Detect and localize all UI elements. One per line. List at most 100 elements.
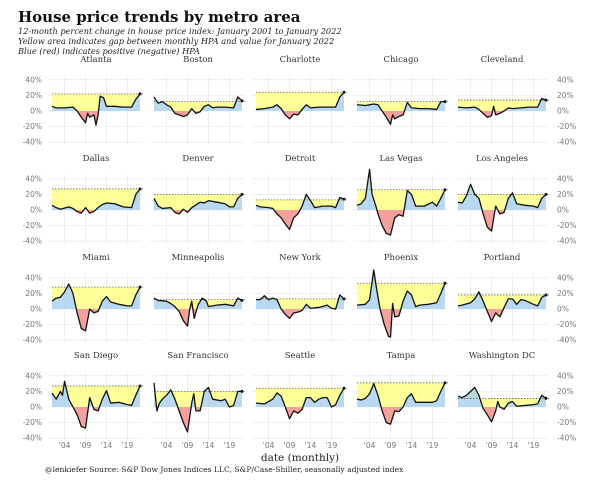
series-line (255, 193, 345, 231)
panel-new-york: New York (252, 253, 347, 343)
final-point (544, 396, 548, 400)
x-tick-label: '09 (385, 441, 397, 450)
x-tick-label: '19 (122, 441, 134, 450)
x-tick-label: '09 (486, 441, 498, 450)
panel-title: Chicago (383, 55, 418, 65)
positive-area (256, 388, 344, 407)
gap-area (357, 382, 445, 425)
positive-area (256, 194, 344, 210)
y-tick-label: -20% (23, 122, 42, 131)
gap-area (256, 92, 344, 119)
panel-title: Cleveland (481, 55, 524, 65)
final-point (240, 298, 244, 302)
final-point (342, 90, 346, 94)
gap-area (357, 270, 445, 338)
panel-tampa: Tampa '04 '09 '14 '19 (353, 351, 448, 450)
x-tick-label: '09 (182, 441, 194, 450)
gap-area (52, 381, 140, 429)
y-tick-label: 40% (25, 273, 42, 282)
series-line (457, 291, 547, 323)
series-line (356, 269, 446, 338)
x-tick-label: '14 (406, 441, 418, 450)
series-line (457, 386, 547, 423)
panel-title: San Francisco (167, 351, 228, 361)
y-tick-label: 40% (557, 75, 574, 84)
final-point (443, 100, 447, 104)
panel-dallas: Dallas 40% 20% 0% -20% -40% (23, 154, 143, 246)
panel-title: Boston (183, 55, 213, 65)
y-tick-label: -40% (557, 434, 576, 443)
negative-area (154, 111, 242, 117)
x-tick-label: '04 (59, 441, 71, 450)
x-tick-label: '19 (427, 441, 439, 450)
panel-phoenix: Phoenix (353, 253, 448, 343)
panel-title: Washington DC (469, 351, 536, 361)
panel-charlotte: Charlotte (252, 55, 347, 145)
panel-cleveland: Cleveland 40% 20% 0% -20% -40% (454, 55, 576, 147)
series-line (356, 168, 446, 236)
y-tick-label: 0% (557, 403, 569, 412)
y-tick-label: 20% (557, 289, 574, 298)
series-line (51, 283, 141, 332)
series-line (153, 193, 243, 215)
y-tick-label: 20% (557, 190, 574, 199)
series-line (255, 387, 345, 420)
final-point (544, 293, 548, 297)
panel-los-angeles: Los Angeles 40% 20% 0% -20% -40% (454, 154, 576, 246)
panel-title: Miami (82, 253, 110, 263)
final-point (544, 192, 548, 196)
series-line (356, 382, 446, 425)
gap-area (154, 194, 242, 214)
y-tick-label: -20% (23, 320, 42, 329)
y-tick-label: -20% (557, 320, 576, 329)
final-point (342, 386, 346, 390)
panel-title: New York (279, 253, 321, 263)
final-point (138, 285, 142, 289)
panel-title: Minneapolis (172, 253, 225, 263)
x-tick-label: '04 (465, 441, 477, 450)
panel-detroit: Detroit (252, 154, 347, 244)
final-point (138, 187, 142, 191)
y-tick-label: 20% (25, 91, 42, 100)
y-tick-label: -20% (557, 221, 576, 230)
series-line (153, 297, 243, 327)
panel-title: San Diego (74, 351, 118, 361)
y-tick-label: 0% (30, 403, 42, 412)
negative-area (154, 210, 242, 214)
series-line (51, 188, 141, 214)
panel-title: Atlanta (79, 55, 111, 65)
y-tick-label: 40% (557, 371, 574, 380)
y-tick-label: 40% (25, 75, 42, 84)
panel-boston: Boston (150, 55, 245, 145)
x-tick-label: '19 (224, 441, 236, 450)
final-point (443, 188, 447, 192)
gap-area (154, 298, 242, 327)
series-line (153, 96, 243, 118)
y-tick-label: -40% (557, 237, 576, 246)
positive-area (458, 291, 546, 309)
x-tick-label: '09 (284, 441, 296, 450)
y-tick-label: -40% (23, 138, 42, 147)
y-tick-label: -40% (23, 434, 42, 443)
series-line (356, 100, 445, 125)
panel-title: Phoenix (384, 253, 419, 263)
y-tick-label: -40% (23, 237, 42, 246)
final-point (138, 92, 142, 96)
final-point (342, 297, 346, 301)
positive-area (256, 294, 344, 309)
final-point (443, 381, 447, 385)
y-tick-label: 20% (25, 289, 42, 298)
gap-area (458, 184, 546, 232)
gap-area (458, 98, 546, 118)
panel-san-diego: San Diego 40% 20% 0% -20% -40% '04 '09 '14 '19 (23, 351, 143, 450)
series-line (51, 380, 141, 429)
x-tick-label: '09 (80, 441, 92, 450)
y-tick-label: -40% (557, 336, 576, 345)
final-point (342, 197, 346, 201)
panel-portland: Portland 40% 20% 0% -20% -40% (454, 253, 576, 345)
y-tick-label: 20% (25, 190, 42, 199)
x-tick-label: '04 (263, 441, 275, 450)
positive-area (52, 284, 140, 309)
y-tick-label: 0% (30, 107, 42, 116)
